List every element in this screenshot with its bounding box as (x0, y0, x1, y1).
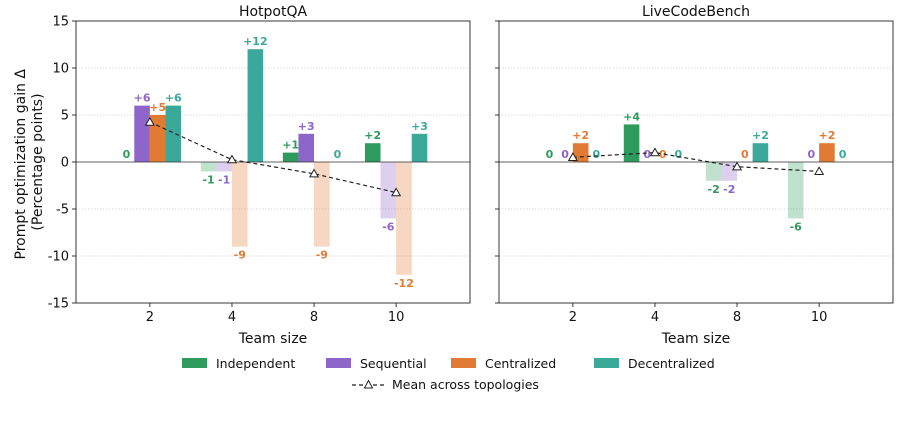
legend: Independent Sequential Centralized Decentra… (182, 356, 715, 392)
bar-decentralized (411, 133, 428, 162)
x-axis-label: Team size (238, 331, 308, 347)
bar-independent (787, 162, 804, 219)
data-label-centralized: -12 (394, 277, 414, 290)
y-axis-label-line-2: (Percentage points) (30, 93, 46, 230)
data-label-sequential: +6 (134, 92, 151, 105)
bar-decentralized (165, 105, 182, 162)
bar-sequential (134, 105, 150, 162)
x-tick-label: 8 (733, 310, 741, 325)
data-label-centralized: -9 (316, 249, 328, 262)
bar-centralized (819, 143, 835, 162)
data-label-sequential: 0 (643, 148, 651, 161)
y-axis-label: Prompt optimization gain Δ (Percentage p… (13, 65, 46, 260)
mean-marker (649, 147, 661, 157)
bar-centralized (314, 162, 330, 247)
x-tick-label: 2 (569, 310, 577, 325)
mean-marker (226, 154, 238, 164)
data-label-centralized: 0 (741, 148, 749, 161)
data-label-sequential: -1 (218, 173, 230, 186)
chart-title: LiveCodeBench (642, 4, 750, 20)
legend-label-centralized: Centralized (485, 356, 556, 371)
bar-sequential (380, 162, 397, 219)
mean-marker (144, 116, 155, 126)
data-label-sequential: 0 (561, 148, 569, 161)
y-tick-label: 15 (52, 15, 69, 30)
bar-decentralized (247, 49, 264, 163)
data-label-independent: 0 (546, 148, 554, 161)
panel-livecodebench: 0+4-2-60 0-20+20 0+20 0+202 4 8 10LiveCodeBenc… (495, 4, 894, 347)
x-axis-label: Team size (661, 331, 731, 347)
y-tick-label: -15 (48, 297, 69, 312)
x-tick-label: 2 (146, 310, 154, 325)
y-tick-label: 10 (52, 62, 69, 77)
bar-independent (282, 152, 299, 162)
mean-line (149, 121, 397, 194)
data-label-sequential: +3 (298, 120, 315, 133)
bar-independent (364, 143, 381, 162)
data-label-decentralized: +6 (165, 92, 182, 105)
data-label-centralized: 0 (659, 148, 667, 161)
mean-marker (814, 166, 825, 176)
data-label-sequential: -2 (723, 183, 735, 196)
legend-swatch-independent (182, 358, 207, 368)
x-tick-label: 4 (228, 310, 236, 325)
legend-swatch-sequential (326, 358, 351, 368)
data-label-decentralized: 0 (592, 148, 600, 161)
y-tick-label: 5 (61, 109, 69, 124)
data-label-centralized: +2 (572, 129, 589, 142)
data-label-centralized: +5 (149, 101, 166, 114)
data-label-decentralized: +3 (411, 120, 428, 133)
bar-sequential (216, 162, 232, 172)
y-tick-label: -10 (48, 250, 69, 265)
data-label-independent: 0 (123, 148, 131, 161)
data-label-independent: -1 (202, 173, 214, 186)
data-label-centralized: +2 (818, 129, 835, 142)
x-tick-label: 10 (811, 310, 828, 325)
bar-independent (705, 162, 722, 181)
bar-sequential (298, 133, 315, 162)
mean-marker (731, 161, 743, 171)
legend-label-independent: Independent (216, 356, 295, 371)
data-label-centralized: -9 (234, 249, 246, 262)
bar-centralized (231, 162, 248, 247)
mean-marker (567, 152, 578, 161)
data-label-independent: +1 (282, 139, 299, 152)
data-label-decentralized: +12 (243, 35, 268, 48)
chart-title: HotpotQA (239, 4, 308, 20)
data-label-decentralized: 0 (839, 148, 847, 161)
y-axis-label-line-1: Prompt optimization gain Δ (13, 69, 29, 260)
data-label-independent: -6 (790, 220, 803, 233)
mean-marker (391, 187, 402, 197)
legend-swatch-decentralized (594, 358, 619, 368)
panel-hotpotqa: 0 -1 +1 +2 +6 -1 +3 -6 +5 -9 -9 -12 +6 +12 0 +3 -15 -10 -5… (48, 4, 471, 347)
data-label-independent: +4 (623, 110, 640, 123)
y-tick-label: 0 (61, 156, 69, 171)
y-tick-label: -5 (56, 203, 69, 218)
data-label-independent: +2 (364, 129, 381, 142)
x-tick-label: 4 (651, 310, 659, 325)
bar-centralized (396, 162, 412, 275)
data-label-decentralized: +2 (752, 129, 769, 142)
bar-sequential (721, 162, 738, 181)
bar-centralized (149, 115, 166, 162)
x-tick-label: 8 (310, 310, 318, 325)
data-label-sequential: -6 (382, 220, 395, 233)
legend-marker-mean (363, 379, 374, 389)
data-label-independent: -2 (708, 183, 720, 196)
legend-label-sequential: Sequential (360, 356, 427, 371)
x-tick-label: 10 (388, 310, 405, 325)
mean-marker (308, 168, 320, 178)
mean-line (572, 151, 820, 172)
legend-label-decentralized: Decentralized (628, 356, 715, 371)
data-label-sequential: 0 (807, 148, 815, 161)
data-label-decentralized: 0 (675, 148, 683, 161)
legend-label-mean: Mean across topologies (392, 377, 539, 392)
bar-independent (623, 124, 640, 162)
bar-decentralized (752, 143, 769, 162)
data-label-decentralized: 0 (334, 148, 342, 161)
bar-independent (200, 162, 217, 172)
legend-swatch-centralized (451, 358, 476, 368)
